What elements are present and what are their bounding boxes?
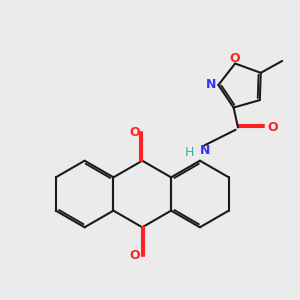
Text: H: H	[184, 146, 194, 159]
Text: N: N	[200, 143, 210, 157]
Text: O: O	[230, 52, 241, 65]
Text: O: O	[130, 126, 140, 139]
Text: O: O	[130, 249, 140, 262]
Text: O: O	[267, 121, 278, 134]
Text: N: N	[206, 79, 216, 92]
